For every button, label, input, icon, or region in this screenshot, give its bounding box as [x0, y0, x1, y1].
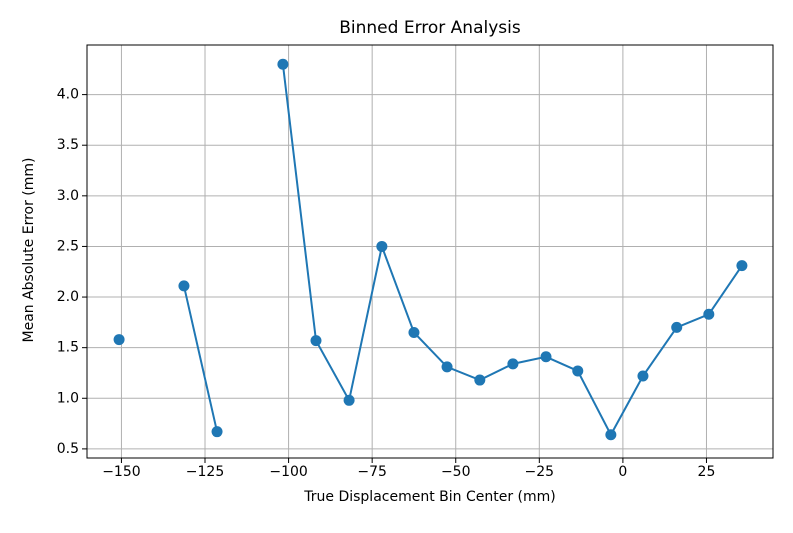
point	[637, 370, 649, 382]
series-line	[182, 64, 743, 437]
point	[178, 280, 190, 292]
x-tick-label: −25	[525, 464, 555, 480]
point	[671, 321, 683, 333]
y-tick-label: 3.5	[57, 137, 79, 153]
point	[441, 361, 453, 373]
plot-frame	[86, 44, 774, 459]
point	[113, 334, 125, 346]
y-axis-label: Mean Absolute Error (mm)	[21, 157, 37, 342]
y-tick-label: 2.0	[57, 289, 79, 305]
x-tick-label: −50	[441, 464, 471, 480]
point	[736, 260, 748, 272]
point	[605, 429, 617, 441]
x-axis-label: True Displacement Bin Center (mm)	[303, 489, 555, 505]
y-tick-label: 0.5	[57, 441, 79, 457]
point	[408, 326, 420, 338]
point	[507, 358, 519, 370]
x-tick-label: 0	[618, 464, 627, 480]
y-tick-label: 2.5	[57, 238, 79, 254]
point	[211, 426, 223, 438]
point	[572, 365, 584, 377]
chart-title: Binned Error Analysis	[339, 18, 521, 38]
point	[310, 335, 322, 347]
x-tick-label: −100	[269, 464, 307, 480]
point	[343, 394, 355, 406]
point	[474, 374, 486, 386]
point	[703, 308, 715, 320]
x-tick-label: 25	[698, 464, 716, 480]
y-tick-label: 3.0	[57, 188, 79, 204]
x-tick-label: −75	[357, 464, 387, 480]
x-tick-label: −150	[102, 464, 140, 480]
point	[277, 58, 289, 70]
point	[376, 240, 388, 252]
y-tick-label: 1.0	[57, 390, 79, 406]
point	[540, 351, 552, 363]
x-tick-label: −125	[186, 464, 224, 480]
y-tick-label: 4.0	[57, 87, 79, 103]
y-tick-label: 1.5	[57, 340, 79, 356]
